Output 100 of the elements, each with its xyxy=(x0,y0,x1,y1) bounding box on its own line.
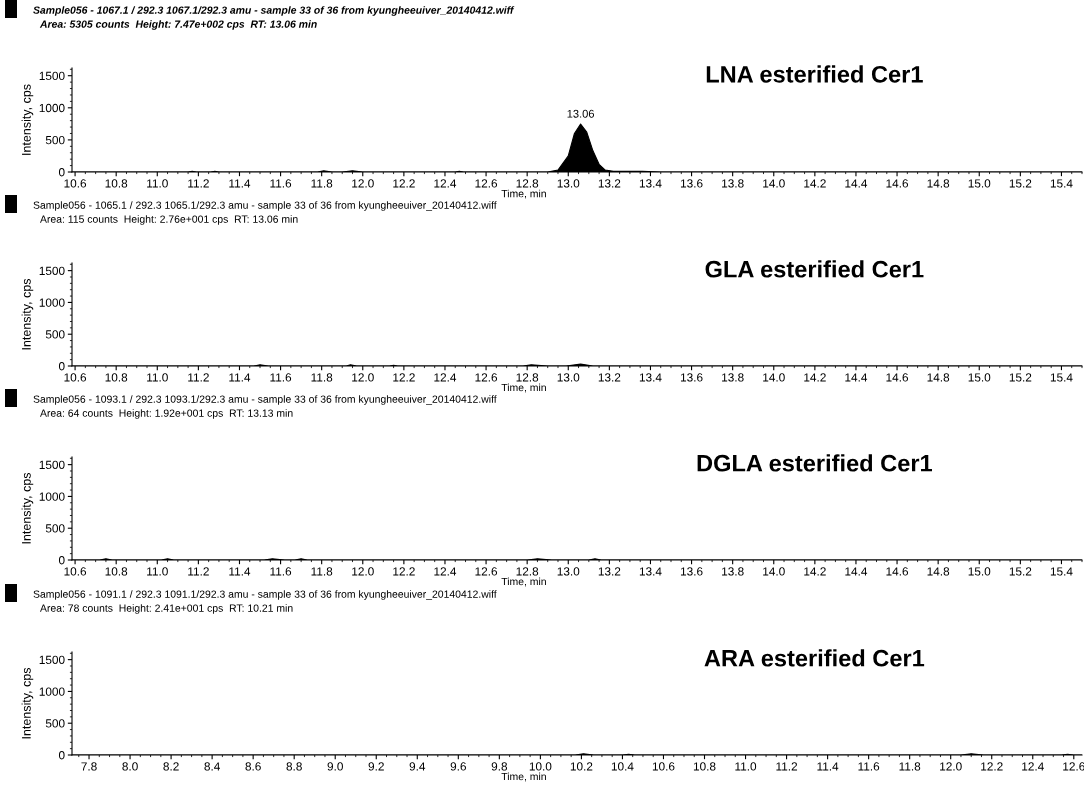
x-tick-label: 12.6 xyxy=(475,373,498,382)
x-tick-label: 14.4 xyxy=(845,373,868,382)
y-tick-label: 500 xyxy=(45,135,65,145)
chart-title: Sample056 - 1093.1 / 292.3 1093.1/292.3 amu - sample 33 of 36 from kyungheeuiver_20140412.wiff xyxy=(33,395,497,405)
y-tick-label: 0 xyxy=(58,556,65,565)
chart-subtitle: Area: 5305 counts Height: 7.47e+002 cps RT: 13.06 min xyxy=(39,20,317,30)
x-tick-label: 15.2 xyxy=(1009,567,1032,576)
x-tick-label: 13.6 xyxy=(680,567,703,576)
x-axis-title: Time, min xyxy=(501,577,546,587)
x-tick-label: 15.0 xyxy=(968,179,991,188)
x-tick-label: 14.6 xyxy=(886,179,909,188)
x-tick-label: 14.6 xyxy=(886,373,909,382)
y-axis-title: Intensity, cps xyxy=(21,278,34,350)
x-tick-label: 13.0 xyxy=(557,373,580,382)
x-tick-label: 13.6 xyxy=(680,179,703,188)
x-tick-label: 14.2 xyxy=(804,179,826,188)
x-axis-title: Time, min xyxy=(501,772,546,782)
x-tick-label: 11.6 xyxy=(270,179,292,188)
x-tick-label: 8.4 xyxy=(204,762,220,771)
x-tick-label: 12.2 xyxy=(981,762,1003,771)
x-tick-label: 9.2 xyxy=(368,762,384,771)
x-tick-label: 14.4 xyxy=(845,179,868,188)
x-tick-label: 9.0 xyxy=(327,762,343,771)
x-tick-label: 11.2 xyxy=(188,567,209,576)
chart-subtitle: Area: 78 counts Height: 2.41e+001 cps RT: 10.21 min xyxy=(40,604,293,614)
chart-subtitle: Area: 64 counts Height: 1.92e+001 cps RT: 13.13 min xyxy=(40,409,293,419)
x-tick-label: 12.6 xyxy=(475,567,498,576)
y-tick-label: 0 xyxy=(58,751,65,760)
x-tick-label: 11.6 xyxy=(270,373,292,382)
x-tick-label: 14.8 xyxy=(927,567,950,576)
y-tick-label: 1000 xyxy=(39,298,65,307)
x-tick-label: 13.8 xyxy=(722,567,744,576)
x-tick-label: 15.4 xyxy=(1050,179,1073,188)
x-tick-label: 12.8 xyxy=(516,567,539,576)
x-tick-label: 14.0 xyxy=(763,567,785,576)
x-tick-label: 14.2 xyxy=(804,567,826,576)
x-axis-title: Time, min xyxy=(501,189,546,199)
x-tick-label: 10.8 xyxy=(105,373,128,382)
x-tick-label: 10.6 xyxy=(652,762,675,771)
x-tick-label: 12.0 xyxy=(352,567,374,576)
y-tick-label: 1500 xyxy=(39,460,65,470)
x-tick-label: 7.8 xyxy=(81,762,97,771)
x-tick-label: 13.6 xyxy=(680,373,703,382)
x-tick-label: 11.8 xyxy=(311,373,333,382)
chart-title: Sample056 - 1065.1 / 292.3 1065.1/292.3 amu - sample 33 of 36 from kyungheeuiver_20140412.wiff xyxy=(33,201,497,211)
x-tick-label: 11.2 xyxy=(188,373,209,382)
y-tick-label: 500 xyxy=(45,719,65,728)
x-tick-label: 14.8 xyxy=(927,179,950,188)
x-tick-label: 10.6 xyxy=(64,373,87,382)
y-tick-label: 0 xyxy=(58,362,65,371)
x-tick-label: 12.0 xyxy=(352,373,374,382)
x-tick-label: 10.8 xyxy=(693,762,716,771)
x-tick-label: 14.0 xyxy=(763,179,785,188)
chart-title: Sample056 - 1067.1 / 292.3 1067.1/292.3 amu - sample 33 of 36 from kyungheeuiver_20140412.wiff xyxy=(33,6,515,16)
x-tick-label: 12.4 xyxy=(1022,762,1044,771)
chart-subtitle: Area: 115 counts Height: 2.76e+001 cps RT: 13.06 min xyxy=(40,215,298,225)
x-tick-label: 12.6 xyxy=(475,179,498,188)
x-tick-label: 15.0 xyxy=(968,567,991,576)
x-tick-label: 8.0 xyxy=(122,762,138,771)
x-tick-label: 11.2 xyxy=(776,762,798,771)
x-tick-label: 11.6 xyxy=(858,762,880,771)
x-tick-label: 13.8 xyxy=(722,373,744,382)
x-tick-label: 11.2 xyxy=(188,179,209,188)
x-tick-label: 13.2 xyxy=(598,567,621,576)
x-tick-label: 11.4 xyxy=(229,179,251,188)
x-tick-label: 15.0 xyxy=(968,373,991,382)
chart-title: Sample056 - 1091.1 / 292.3 1091.1/292.3 amu - sample 33 of 36 from kyungheeuiver_20140412.wiff xyxy=(33,590,497,600)
x-tick-label: 12.4 xyxy=(434,179,457,188)
x-tick-label: 10.8 xyxy=(105,567,128,576)
x-tick-label: 11.8 xyxy=(899,762,921,771)
x-tick-label: 11.8 xyxy=(311,179,333,188)
x-tick-label: 11.4 xyxy=(229,373,251,382)
x-tick-label: 10.8 xyxy=(105,179,128,188)
x-tick-label: 9.4 xyxy=(409,762,426,771)
annotation: ARA esterified Cer1 xyxy=(704,649,925,667)
x-tick-label: 12.2 xyxy=(393,567,415,576)
x-tick-label: 8.2 xyxy=(163,762,179,771)
x-tick-label: 14.8 xyxy=(927,373,950,382)
x-tick-label: 11.0 xyxy=(147,373,168,382)
x-tick-label: 12.4 xyxy=(434,373,457,382)
y-tick-label: 1000 xyxy=(39,103,65,113)
x-tick-label: 11.0 xyxy=(147,567,168,576)
x-tick-label: 12.8 xyxy=(516,179,539,188)
x-tick-label: 11.4 xyxy=(817,762,839,771)
y-tick-label: 0 xyxy=(58,168,65,177)
y-axis-title: Intensity, cps xyxy=(21,84,34,155)
x-tick-label: 13.8 xyxy=(722,179,744,188)
x-tick-label: 15.4 xyxy=(1050,373,1073,382)
x-tick-label: 14.2 xyxy=(804,373,826,382)
y-tick-label: 1500 xyxy=(39,71,65,81)
y-axis-title: Intensity, cps xyxy=(21,667,34,739)
x-axis-title: Time, min xyxy=(501,383,546,393)
x-tick-label: 15.2 xyxy=(1009,179,1032,188)
x-tick-label: 10.6 xyxy=(64,179,87,188)
x-tick-label: 15.2 xyxy=(1009,373,1032,382)
x-tick-label: 13.0 xyxy=(557,179,580,188)
y-tick-label: 1500 xyxy=(39,655,65,665)
y-tick-label: 500 xyxy=(45,330,65,339)
x-tick-label: 8.6 xyxy=(245,762,261,771)
x-tick-label: 12.0 xyxy=(940,762,962,771)
